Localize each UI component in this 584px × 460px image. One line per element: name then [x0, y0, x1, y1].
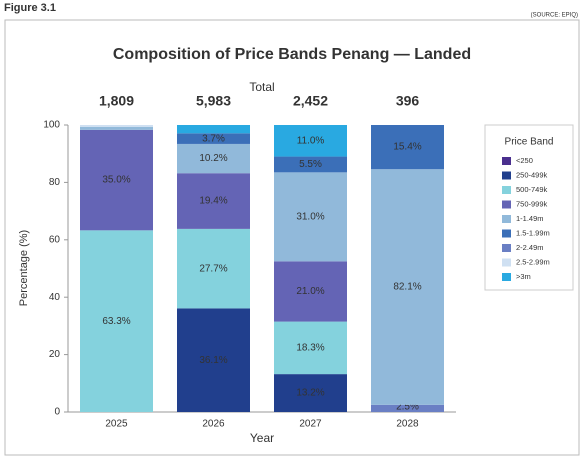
figure-label: Figure 3.1 [4, 2, 56, 14]
legend-swatch [502, 273, 511, 281]
legend-swatch [502, 215, 511, 223]
legend-title: Price Band [505, 137, 554, 148]
value-label: 18.3% [296, 342, 324, 353]
value-label: 10.2% [199, 153, 227, 164]
value-label: 11.0% [297, 135, 325, 146]
legend-swatch [502, 171, 511, 180]
total-label: 1,809 [99, 93, 134, 109]
x-tick-label: 2025 [105, 419, 128, 430]
value-label: 36.1% [199, 355, 227, 366]
legend-swatch [502, 186, 511, 194]
value-label: 15.4% [393, 142, 421, 153]
legend-label: <250 [516, 156, 533, 165]
y-tick-label: 40 [49, 292, 61, 303]
y-tick-label: 0 [54, 407, 60, 418]
y-tick-label: 80 [49, 177, 61, 188]
value-label: 27.7% [199, 263, 227, 274]
bar-segment [80, 129, 153, 231]
legend-label: 250-499k [516, 170, 548, 179]
value-label: 3.7% [202, 134, 225, 145]
x-axis-label: Year [250, 431, 274, 445]
bar-segment [371, 169, 444, 405]
totals-title: Total [249, 80, 274, 94]
legend-swatch [502, 229, 511, 238]
value-label: 63.3% [102, 316, 130, 327]
total-label: 396 [396, 93, 420, 109]
bar-segment [274, 321, 347, 375]
bar-segment [274, 261, 347, 322]
bar-segment [274, 374, 347, 412]
bar-segment [177, 143, 250, 174]
legend-swatch [502, 200, 511, 209]
legend-swatch [502, 244, 511, 252]
legend-label: 1.5-1.99m [516, 228, 550, 237]
bar-segment [274, 125, 347, 157]
value-label: 19.4% [199, 196, 227, 207]
y-tick-label: 100 [43, 120, 60, 131]
y-tick-label: 60 [49, 234, 61, 245]
source: (SOURCE: EPIQ) [531, 13, 578, 19]
value-label: 2.5% [396, 402, 419, 413]
chart-title: Composition of Price Bands Penang — Land… [113, 46, 471, 63]
legend-swatch [502, 258, 511, 267]
x-tick-label: 2027 [299, 419, 322, 430]
bar-segment [80, 125, 153, 128]
value-label: 82.1% [393, 282, 421, 293]
x-tick-label: 2028 [396, 419, 419, 430]
total-label: 2,452 [293, 93, 328, 109]
legend-label: >3m [516, 272, 531, 281]
legend-swatch [502, 157, 511, 165]
value-label: 31.0% [296, 211, 324, 222]
value-label: 13.2% [296, 388, 324, 399]
y-axis-label: Percentage (%) [18, 230, 30, 306]
y-tick-label: 20 [49, 349, 61, 360]
bar-segment [371, 125, 444, 170]
legend-label: 2.5-2.99m [516, 257, 550, 266]
bar-segment [274, 172, 347, 262]
legend-label: 1-1.49m [516, 214, 544, 223]
value-label: 35.0% [102, 175, 130, 186]
bar-segment [177, 173, 250, 229]
value-label: 21.0% [296, 286, 324, 297]
bar-segment [177, 308, 250, 412]
bar-segment [80, 230, 153, 412]
value-label: 5.5% [299, 159, 322, 170]
bar-segment [177, 133, 250, 144]
legend-label: 750-999k [516, 199, 548, 208]
legend-box [484, 124, 574, 291]
bar-segment [274, 156, 347, 173]
total-label: 5,983 [196, 93, 231, 109]
legend-label: 500-749k [516, 185, 548, 194]
bar-segment [177, 228, 250, 309]
bar-segment [371, 404, 444, 412]
bar-segment [177, 125, 250, 134]
legend-label: 2-2.49m [516, 243, 544, 252]
bar-segment [80, 127, 153, 130]
x-tick-label: 2026 [202, 419, 225, 430]
frame [4, 19, 580, 456]
